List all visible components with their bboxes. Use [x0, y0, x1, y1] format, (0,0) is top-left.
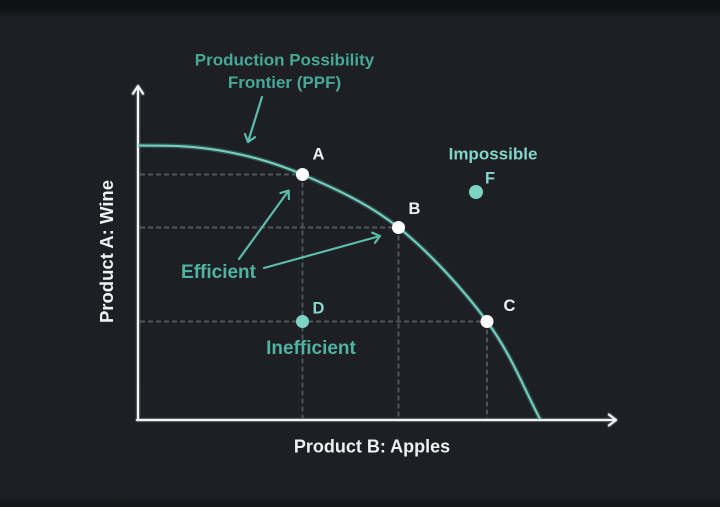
svg-text:Impossible: Impossible: [449, 145, 538, 164]
svg-text:Frontier (PPF): Frontier (PPF): [228, 73, 341, 92]
svg-text:Efficient: Efficient: [181, 262, 257, 283]
svg-text:C: C: [504, 297, 516, 315]
svg-text:Production Possibility: Production Possibility: [195, 51, 375, 70]
svg-text:Product A: Wine: Product A: Wine: [96, 180, 117, 323]
svg-text:D: D: [313, 300, 325, 318]
svg-text:B: B: [409, 200, 421, 218]
svg-text:F: F: [485, 170, 495, 188]
svg-text:Inefficient: Inefficient: [266, 338, 356, 359]
svg-text:A: A: [313, 145, 325, 163]
svg-text:Product B: Apples: Product B: Apples: [294, 437, 450, 457]
